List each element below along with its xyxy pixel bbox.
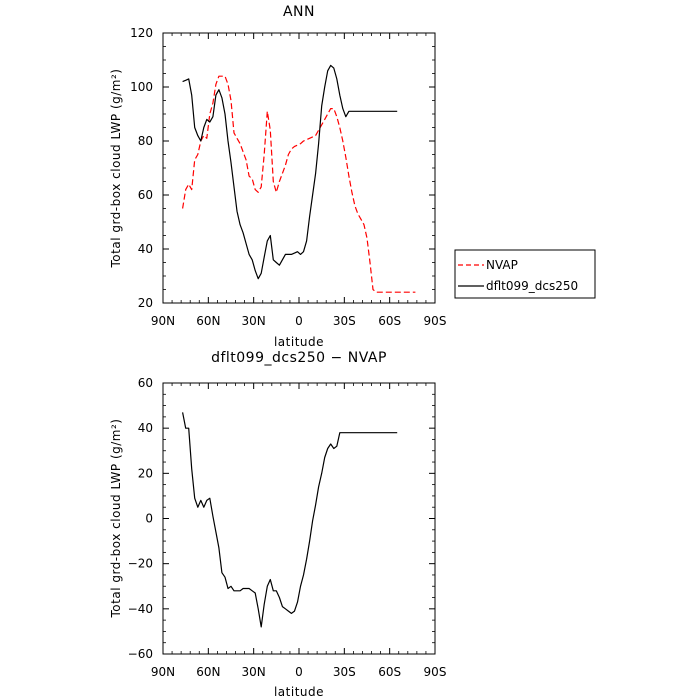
- top-chart-x-tick-label: 60S: [378, 314, 401, 328]
- top-chart-y-tick-label: 40: [138, 242, 153, 256]
- top-chart-y-axis-title-unit: (g/m²): [109, 69, 123, 110]
- top-chart-y-tick-label: 20: [138, 296, 153, 310]
- bottom-chart-x-tick-label: 60N: [196, 665, 220, 679]
- top-chart-x-tick-label: 30N: [242, 314, 266, 328]
- top-chart-title: ANN: [283, 4, 315, 20]
- bottom-chart-y-tick-label: −40: [128, 602, 153, 616]
- bottom-chart-x-tick-label: 0: [295, 665, 303, 679]
- bottom-chart-y-tick-label: 40: [138, 421, 153, 435]
- bottom-chart-series-line-0: [182, 412, 398, 628]
- bottom-chart-x-tick-label: 30N: [242, 665, 266, 679]
- top-chart-y-axis-title-main: Total grd-box cloud LWP: [109, 113, 123, 268]
- top-chart-series: [182, 64, 416, 293]
- bottom-chart-y-axis-title-main: Total grd-box cloud LWP: [109, 463, 123, 618]
- bottom-chart-x-tick-label: 60S: [378, 665, 401, 679]
- bottom-chart-y-tick-label: −20: [128, 557, 153, 571]
- bottom-chart-y-tick-label: 60: [138, 376, 153, 390]
- top-chart-y-tick-label: 100: [130, 80, 153, 94]
- top-chart-y-axis-title: Total grd-box cloud LWP (g/m²): [109, 69, 123, 269]
- top-chart-x-tick-label: 90S: [424, 314, 447, 328]
- top-chart-y-tick-label: 80: [138, 134, 153, 148]
- legend-label-nvap: NVAP: [486, 258, 518, 272]
- bottom-chart-ticks: 90N 60N 30N 0 30S 60S 90S −60 −40 −20 0 20 40 60: [128, 376, 447, 679]
- bottom-chart-x-tick-label: 90S: [424, 665, 447, 679]
- top-chart-x-tick-label: 0: [295, 314, 303, 328]
- top-chart-y-tick-label: 120: [130, 26, 153, 40]
- top-chart-panel: ANN 90N 60N 30N 0 30S 60S 90S 20 40 60 80 100 120 la…: [109, 4, 596, 349]
- top-chart-series-line-nvap: [182, 75, 416, 293]
- top-chart-plot-frame: [162, 32, 436, 304]
- bottom-chart-x-tick-label: 30S: [333, 665, 356, 679]
- top-chart-x-tick-label: 90N: [151, 314, 175, 328]
- top-chart-ticks: 90N 60N 30N 0 30S 60S 90S 20 40 60 80 100 120: [130, 26, 446, 328]
- bottom-chart-y-tick-label: −60: [128, 647, 153, 661]
- top-chart-x-axis-title: latitude: [274, 335, 324, 349]
- top-chart-x-tick-label: 60N: [196, 314, 220, 328]
- top-chart-series-line-dflt099-dcs250: [182, 64, 398, 280]
- bottom-chart-panel: dflt099_dcs250 − NVAP 90N 60N 30N 0 30S 60S 90…: [109, 350, 446, 699]
- legend-box: [454, 249, 596, 299]
- bottom-chart-y-tick-label: 20: [138, 466, 153, 480]
- top-chart-y-tick-label: 60: [138, 188, 153, 202]
- bottom-chart-x-axis-title: latitude: [274, 685, 324, 699]
- bottom-chart-y-axis-title-unit: (g/m²): [109, 419, 123, 460]
- bottom-chart-y-tick-label: 0: [145, 512, 153, 526]
- bottom-chart-x-tick-label: 90N: [151, 665, 175, 679]
- top-chart-legend: NVAP dflt099_dcs250: [454, 249, 596, 299]
- bottom-chart-title: dflt099_dcs250 − NVAP: [211, 350, 387, 366]
- legend-label-dflt099: dflt099_dcs250: [486, 279, 578, 293]
- bottom-chart-series: [182, 412, 398, 628]
- bottom-chart-plot-frame: [162, 382, 436, 655]
- top-chart-x-tick-label: 30S: [333, 314, 356, 328]
- bottom-chart-y-axis-title: Total grd-box cloud LWP (g/m²): [109, 419, 123, 619]
